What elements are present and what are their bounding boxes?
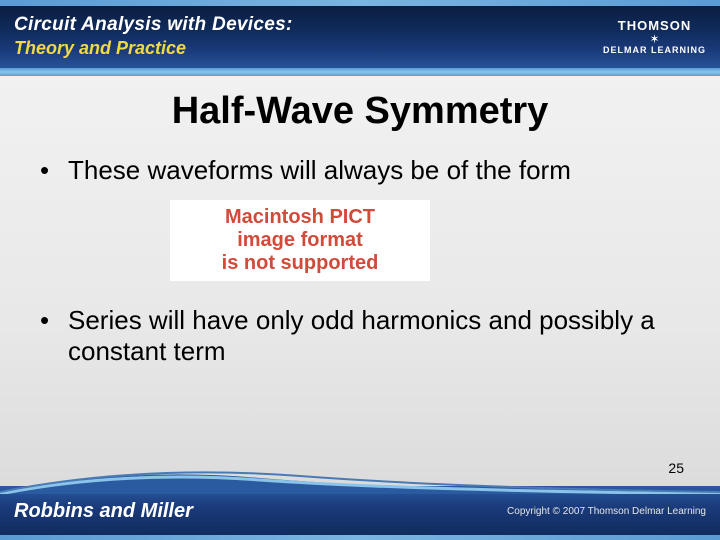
slide-container: Circuit Analysis with Devices: Theory an… [0,0,720,540]
bullet-list: These waveforms will always be of the fo… [40,155,680,186]
bottom-banner: Robbins and Miller Copyright © 2007 Thom… [0,486,720,540]
bottom-accent-bar [0,535,720,540]
bottom-swoosh [0,464,720,494]
publisher-logo: THOMSON ✶ DELMAR LEARNING [603,18,706,55]
authors-text: Robbins and Miller [14,500,193,523]
publisher-bottom-text: DELMAR LEARNING [603,45,706,55]
publisher-block: THOMSON ✶ DELMAR LEARNING [603,18,706,55]
pict-line1: Macintosh PICT [174,206,426,229]
banner-divider-bar [0,68,720,76]
bullet-item: Series will have only odd harmonics and … [40,305,680,367]
publisher-top-text: THOMSON [618,18,691,33]
book-title-line1: Circuit Analysis with Devices: [14,14,293,36]
top-banner: Circuit Analysis with Devices: Theory an… [0,0,720,72]
banner-title-block: Circuit Analysis with Devices: Theory an… [14,14,293,59]
star-icon: ✶ [649,33,659,45]
pict-placeholder: Macintosh PICT image format is not suppo… [170,200,430,281]
swoosh-icon [0,464,720,494]
copyright-text: Copyright © 2007 Thomson Delmar Learning [507,506,706,517]
top-accent-bar [0,0,720,6]
bullet-item: These waveforms will always be of the fo… [40,155,680,186]
pict-line2: image format [174,229,426,252]
slide-title: Half-Wave Symmetry [40,90,680,133]
pict-line3: is not supported [174,252,426,275]
bullet-list-2: Series will have only odd harmonics and … [40,305,680,367]
slide-content: Half-Wave Symmetry These waveforms will … [0,80,720,480]
book-title-line2: Theory and Practice [14,38,293,59]
